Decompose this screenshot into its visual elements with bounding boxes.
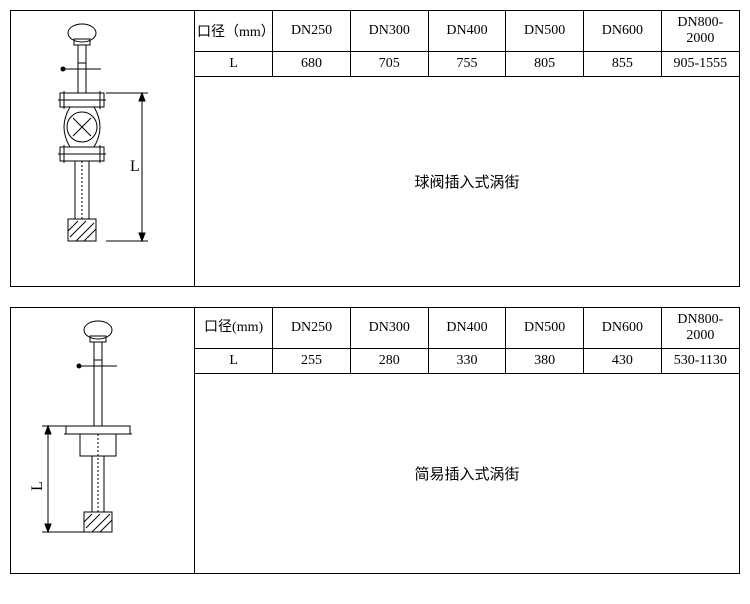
- t2-col-0: DN250: [273, 308, 351, 349]
- t1-val-0: 680: [273, 52, 351, 77]
- t1-val-5: 905-1555: [661, 52, 739, 77]
- t2-val-0: 255: [273, 349, 351, 374]
- t1-val-1: 705: [350, 52, 428, 77]
- t2-val-5: 530-1130: [661, 349, 739, 374]
- t2-val-2: 330: [428, 349, 506, 374]
- dim-label-L1: L: [130, 158, 140, 175]
- t1-val-3: 805: [506, 52, 584, 77]
- t1-val-4: 855: [584, 52, 662, 77]
- t2-col-1: DN300: [350, 308, 428, 349]
- t2-col-3: DN500: [506, 308, 584, 349]
- t1-header-label: 口径（mm）: [195, 11, 273, 52]
- t1-col-2: DN400: [428, 11, 506, 52]
- caption-2: 简易插入式涡街: [195, 374, 739, 573]
- section-ball-valve: L 口径（mm） DN250 DN300 DN400 DN500 DN600 D…: [10, 10, 740, 287]
- ball-valve-svg: L: [20, 19, 185, 279]
- section-simple-insert: L 口径(mm) DN250 DN300 DN400 DN500 DN600 D…: [10, 307, 740, 574]
- t1-col-5: DN800-2000: [661, 11, 739, 52]
- t2-val-1: 280: [350, 349, 428, 374]
- t1-row-label: L: [195, 52, 273, 77]
- t1-col-3: DN500: [506, 11, 584, 52]
- dim-label-L2: L: [29, 481, 46, 491]
- content-simple-insert: 口径(mm) DN250 DN300 DN400 DN500 DN600 DN8…: [195, 308, 739, 573]
- t1-col-0: DN250: [273, 11, 351, 52]
- t2-col-4: DN600: [584, 308, 662, 349]
- caption-1: 球阀插入式涡街: [195, 77, 739, 286]
- t1-col-4: DN600: [584, 11, 662, 52]
- content-ball-valve: 口径（mm） DN250 DN300 DN400 DN500 DN600 DN8…: [195, 11, 739, 286]
- t2-val-4: 430: [584, 349, 662, 374]
- t2-val-3: 380: [506, 349, 584, 374]
- t2-col-2: DN400: [428, 308, 506, 349]
- t2-header-label: 口径(mm): [195, 308, 273, 349]
- t2-col-5: DN800-2000: [661, 308, 739, 349]
- simple-insert-svg: L: [20, 316, 185, 566]
- t2-row-label: L: [195, 349, 273, 374]
- t1-col-1: DN300: [350, 11, 428, 52]
- t1-val-2: 755: [428, 52, 506, 77]
- spec-table-1: 口径（mm） DN250 DN300 DN400 DN500 DN600 DN8…: [195, 11, 739, 77]
- diagram-simple-insert: L: [11, 308, 195, 573]
- spec-table-2: 口径(mm) DN250 DN300 DN400 DN500 DN600 DN8…: [195, 308, 739, 374]
- diagram-ball-valve: L: [11, 11, 195, 286]
